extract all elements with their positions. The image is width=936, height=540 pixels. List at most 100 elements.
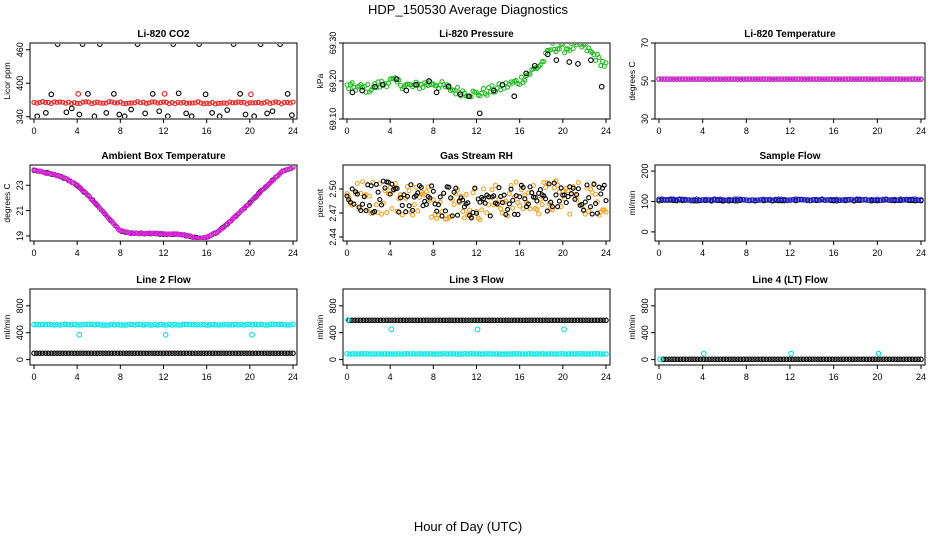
data-point	[670, 76, 677, 82]
data-point	[290, 321, 296, 328]
data-point	[169, 100, 175, 106]
x-tick-label: 16	[515, 372, 525, 382]
data-point	[192, 321, 198, 328]
data-point	[586, 317, 592, 324]
data-point	[54, 44, 61, 47]
data-point	[140, 322, 147, 328]
data-point	[838, 356, 844, 363]
data-point	[42, 99, 49, 105]
data-point	[469, 317, 475, 324]
data-point	[54, 321, 60, 328]
x-tick-label: 20	[558, 126, 568, 136]
data-point	[384, 209, 390, 216]
data-point	[45, 321, 52, 328]
data-point	[129, 350, 135, 356]
data-point	[404, 351, 411, 357]
data-layer	[31, 321, 296, 356]
series-1	[344, 44, 609, 100]
data-point	[74, 322, 80, 328]
data-point	[726, 76, 732, 82]
data-point	[149, 91, 156, 97]
series-1	[31, 321, 296, 328]
data-point	[277, 44, 283, 47]
data-point	[161, 91, 168, 97]
data-point	[694, 76, 700, 82]
data-point	[778, 76, 785, 82]
data-point	[720, 197, 726, 203]
data-point	[673, 76, 680, 82]
data-point	[137, 100, 144, 106]
y-axis-label: ml/min	[627, 190, 637, 215]
panel-title: Ambient Box Temperature	[101, 151, 226, 162]
data-point	[874, 196, 881, 202]
data-point	[505, 206, 511, 212]
data-point	[746, 356, 752, 363]
data-point	[496, 351, 503, 357]
data-point	[377, 196, 383, 203]
data-point	[423, 201, 429, 207]
data-point	[361, 194, 367, 200]
data-point	[170, 44, 177, 47]
data-point	[232, 321, 239, 328]
data-point	[555, 182, 561, 188]
data-point	[89, 101, 95, 107]
data-point	[281, 321, 288, 328]
x-tick-label: 24	[916, 248, 926, 258]
data-point	[909, 196, 916, 203]
data-point	[798, 196, 805, 203]
plot-frame	[29, 164, 298, 242]
data-point	[477, 217, 483, 223]
data-point	[183, 350, 190, 356]
data-point	[766, 196, 773, 203]
data-point	[677, 356, 684, 363]
data-point	[100, 322, 106, 328]
data-point	[264, 322, 270, 328]
data-point	[466, 317, 472, 324]
data-point	[284, 322, 290, 328]
data-point	[877, 76, 883, 82]
data-point	[900, 197, 907, 203]
data-point	[183, 110, 190, 117]
data-point	[603, 317, 609, 324]
data-point	[97, 322, 103, 328]
data-point	[388, 326, 395, 333]
data-point	[31, 99, 37, 105]
data-point	[120, 350, 126, 356]
data-point	[840, 356, 847, 363]
data-point	[883, 76, 889, 82]
data-point	[558, 185, 564, 191]
data-point	[777, 356, 784, 363]
data-point	[420, 317, 427, 324]
data-point	[183, 100, 190, 106]
data-point	[489, 187, 495, 193]
data-point	[772, 356, 778, 363]
data-point	[694, 356, 701, 363]
data-point	[156, 108, 163, 115]
data-point	[563, 317, 569, 324]
data-point	[169, 322, 175, 328]
data-point	[109, 99, 115, 105]
data-point	[39, 350, 46, 356]
data-point	[267, 350, 273, 356]
data-point	[270, 350, 276, 356]
data-point	[711, 76, 718, 82]
data-point	[784, 76, 790, 82]
x-tick-label: 20	[245, 248, 255, 258]
data-point	[232, 100, 238, 106]
data-point	[189, 100, 195, 106]
data-point	[588, 57, 594, 63]
y-tick-label: 69.30	[328, 32, 338, 55]
data-point	[238, 321, 244, 328]
data-point	[895, 356, 901, 363]
data-point	[378, 351, 385, 357]
data-point	[114, 100, 121, 106]
data-point	[603, 60, 609, 66]
data-point	[906, 76, 913, 82]
data-point	[484, 210, 490, 216]
data-point	[830, 76, 837, 82]
data-layer	[31, 44, 296, 118]
data-point	[743, 76, 750, 82]
data-point	[520, 317, 526, 324]
data-point	[152, 99, 158, 105]
